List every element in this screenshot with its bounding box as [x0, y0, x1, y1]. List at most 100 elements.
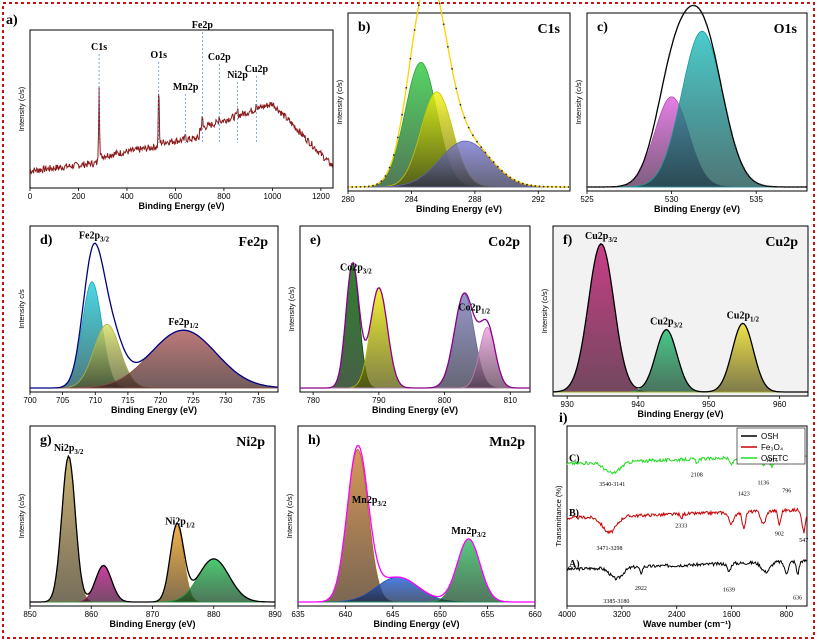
- x-tick-label: 535: [750, 195, 764, 204]
- envelope-line: [298, 444, 535, 603]
- data-point: [652, 128, 654, 131]
- panel-title: Fe2p: [238, 235, 268, 250]
- x-axis-label: Binding Energy (eV): [111, 405, 197, 415]
- data-point: [697, 7, 700, 9]
- data-point: [521, 182, 524, 185]
- data-point: [559, 186, 562, 188]
- peak-label: Mn2p3/2: [352, 495, 387, 508]
- data-point: [763, 184, 766, 187]
- x-tick-label: 700: [23, 396, 37, 405]
- panel-label: h): [308, 433, 321, 448]
- peak-label-sub: 1/2: [481, 308, 490, 316]
- envelope-line: [300, 261, 530, 389]
- peak-label-sub: 1/2: [750, 315, 759, 323]
- legend-entry: OSH: [761, 432, 779, 441]
- x-tick-label: 650: [434, 610, 448, 619]
- x-tick-label: 940: [631, 400, 645, 409]
- data-point: [472, 134, 474, 137]
- data-point: [409, 57, 412, 60]
- data-point: [517, 181, 520, 183]
- y-axis-label: Intensity (c/s): [285, 493, 294, 538]
- data-point: [648, 144, 650, 147]
- peak-label-main: Cu2p: [585, 231, 609, 242]
- data-point: [681, 16, 683, 18]
- x-tick-label: 3200: [613, 610, 631, 619]
- band-annotation: 636: [793, 596, 802, 602]
- peak-label-main: Co2p: [458, 303, 481, 314]
- data-point: [542, 185, 545, 188]
- series-tag: A): [569, 559, 580, 570]
- x-tick-label: 530: [665, 195, 679, 204]
- x-tick-label: 1600: [723, 610, 741, 619]
- data-point: [509, 176, 512, 179]
- peak-label-main: Cu2p: [650, 317, 674, 328]
- data-point: [467, 126, 470, 129]
- data-point: [676, 25, 679, 28]
- band-annotation: 796: [782, 488, 791, 494]
- x-tick-label: 1000: [264, 192, 282, 201]
- plot-area: [297, 425, 536, 607]
- data-point: [800, 186, 803, 188]
- x-tick-label: 645: [386, 610, 400, 619]
- band-annotation: 1136: [757, 480, 769, 486]
- data-point: [463, 116, 466, 119]
- peak-label-sub: 3/2: [363, 267, 372, 275]
- x-tick-label: 890: [268, 610, 282, 619]
- panel-label: g): [40, 433, 52, 448]
- data-point: [784, 186, 786, 188]
- data-point: [759, 183, 762, 186]
- data-point: [780, 186, 782, 188]
- peak-name: Ni2p: [227, 70, 248, 81]
- y-axis-label: Intensity (c/s): [17, 493, 26, 538]
- band-annotation: 2333: [675, 524, 687, 530]
- panel-label: c): [597, 20, 608, 35]
- x-tick-label: 655: [481, 610, 495, 619]
- data-point: [738, 157, 741, 160]
- data-point: [709, 37, 712, 40]
- x-tick-label: 730: [219, 396, 233, 405]
- x-tick-label: 280: [341, 195, 355, 204]
- y-axis-label: Transmittance (%): [554, 485, 563, 546]
- panel-title: C1s: [537, 22, 560, 37]
- data-point: [459, 103, 462, 106]
- data-point: [747, 173, 749, 176]
- data-point: [530, 184, 533, 187]
- peak-label-main: Fe2p: [79, 231, 101, 242]
- data-point: [347, 186, 349, 188]
- data-point: [590, 186, 592, 188]
- data-point: [643, 157, 646, 160]
- x-tick-label: 800: [438, 396, 452, 405]
- data-point: [598, 186, 601, 188]
- envelope-line: [552, 243, 808, 393]
- data-point: [726, 113, 729, 116]
- peak-label-main: Ni2p: [165, 516, 186, 527]
- panel-title: Co2p: [488, 235, 520, 250]
- x-tick-label: 710: [89, 396, 103, 405]
- x-tick-label: 660: [528, 610, 542, 619]
- x-axis-label: Binding Energy (eV): [373, 619, 459, 629]
- data-point: [484, 151, 487, 154]
- peak-name: Cu2p: [245, 64, 269, 75]
- series-tag: B): [569, 508, 579, 519]
- data-point: [771, 185, 774, 188]
- data-point: [804, 186, 807, 188]
- band-annotation: 3540-3141: [599, 482, 625, 488]
- data-point: [610, 185, 613, 188]
- data-point: [567, 186, 570, 188]
- x-tick-label: 4000: [558, 610, 576, 619]
- data-point: [401, 113, 403, 116]
- y-axis-label: Intensity (c/s): [17, 86, 26, 131]
- peak-label-main: Mn2p: [352, 495, 378, 506]
- data-point: [367, 185, 370, 188]
- data-point: [730, 130, 733, 133]
- envelope-line: [30, 242, 279, 389]
- ftir-series-line: [566, 507, 807, 535]
- data-point: [538, 185, 541, 188]
- x-tick-label: 2400: [668, 610, 686, 619]
- data-point: [447, 46, 449, 48]
- data-point: [384, 175, 387, 177]
- peak-label-main: Cu2p: [727, 310, 751, 321]
- band-annotation: 1423: [738, 492, 750, 498]
- band-annotation: 902: [775, 532, 784, 538]
- data-point: [355, 186, 358, 188]
